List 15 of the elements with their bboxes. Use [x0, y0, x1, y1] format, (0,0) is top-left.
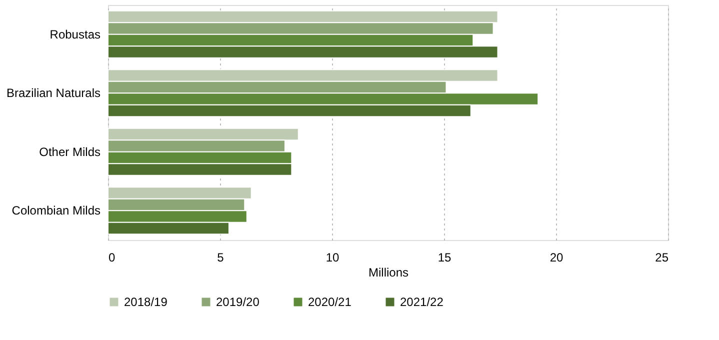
- legend-label: 2020/21: [308, 295, 352, 309]
- x-tick-label: 10: [326, 250, 340, 264]
- legend-label: 2018/19: [124, 295, 168, 309]
- y-tick-label: Colombian Milds: [12, 204, 100, 218]
- x-tick-label: 20: [550, 250, 564, 264]
- x-axis-title: Millions: [368, 266, 409, 280]
- y-tick-label: Robustas: [50, 27, 100, 42]
- y-tick-label: Other Milds: [39, 144, 100, 159]
- legend-label: 2019/20: [216, 295, 260, 309]
- x-tick-label: 15: [438, 250, 452, 264]
- x-tick-label: 0: [108, 250, 116, 264]
- y-tick-label: Brazilian Naturals: [6, 86, 100, 100]
- legend-label: 2021/22: [400, 295, 444, 309]
- x-tick-label: 5: [217, 250, 224, 264]
- x-tick-label: 25: [655, 250, 669, 264]
